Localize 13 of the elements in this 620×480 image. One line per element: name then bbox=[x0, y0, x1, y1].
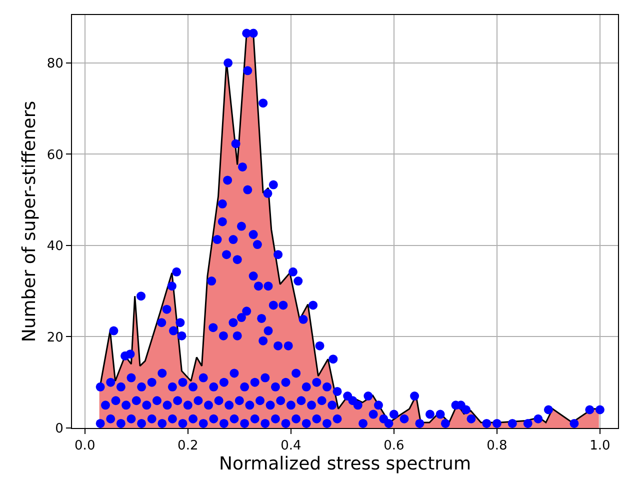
y-tick-label: 60 bbox=[46, 148, 64, 163]
x-tick-label: 0.8 bbox=[486, 438, 508, 454]
y-axis-title: Number of super-stiffeners bbox=[19, 100, 40, 342]
x-tick-label: 0.2 bbox=[178, 438, 198, 454]
x-tick-label: 0.4 bbox=[280, 438, 302, 454]
x-tick-label: 0.6 bbox=[384, 438, 404, 454]
x-tick-label: 0.0 bbox=[74, 438, 96, 454]
x-axis-title: Normalized stress spectrum bbox=[219, 454, 471, 475]
y-tick-label: 0 bbox=[55, 422, 64, 437]
y-tick-label: 80 bbox=[46, 56, 64, 72]
y-tick-label: 20 bbox=[46, 330, 64, 346]
x-tick-label: 1.0 bbox=[590, 438, 610, 454]
y-tick-label: 40 bbox=[46, 239, 64, 254]
